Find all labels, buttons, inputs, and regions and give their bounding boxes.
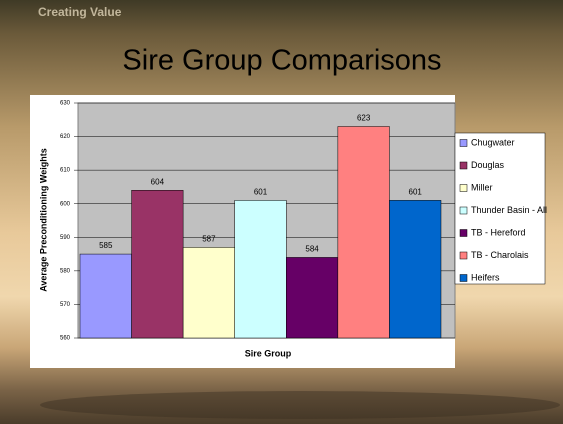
legend-label: Miller — [471, 182, 493, 192]
legend-label: TB - Charolais — [471, 250, 529, 260]
bar — [389, 200, 441, 338]
bar — [235, 200, 287, 338]
value-label: 584 — [305, 245, 319, 254]
y-tick-label: 610 — [60, 168, 71, 174]
x-axis-label: Sire Group — [245, 348, 292, 358]
herd-silhouette — [40, 391, 560, 419]
bar — [132, 190, 184, 338]
legend-swatch — [460, 162, 467, 169]
y-tick-label: 630 — [60, 101, 71, 107]
legend-label: Heifers — [471, 272, 500, 282]
value-label: 601 — [254, 187, 268, 196]
legend-swatch — [460, 275, 467, 282]
value-label: 604 — [151, 177, 165, 186]
legend-swatch — [460, 185, 467, 192]
bar — [338, 127, 390, 339]
legend-swatch — [460, 207, 467, 214]
y-axis-label: Average Preconditioning Weights — [38, 148, 48, 292]
value-label: 587 — [202, 234, 216, 243]
bar — [80, 254, 132, 338]
y-tick-label: 580 — [60, 268, 71, 274]
header: Creating Value — [38, 5, 122, 19]
legend-swatch — [460, 252, 467, 259]
legend-swatch — [460, 140, 467, 147]
legend-label: TB - Hereford — [471, 227, 526, 237]
y-tick-label: 570 — [60, 302, 71, 308]
slide: Creating Value Sire Group Comparisons Av… — [0, 0, 563, 424]
y-tick-label: 590 — [60, 235, 71, 241]
y-tick-label: 620 — [60, 134, 71, 140]
bar — [183, 247, 235, 338]
legend-label: Douglas — [471, 160, 505, 170]
chart-title: Sire Group Comparisons — [122, 45, 441, 77]
legend-label: Chugwater — [471, 137, 515, 147]
value-label: 585 — [99, 241, 113, 250]
y-tick-label: 600 — [60, 201, 71, 207]
value-label: 623 — [357, 114, 371, 123]
legend-label: Thunder Basin - All — [471, 205, 547, 215]
bar — [286, 257, 338, 338]
legend-swatch — [460, 230, 467, 237]
value-label: 601 — [409, 187, 423, 196]
y-tick-label: 560 — [60, 336, 71, 342]
chart: Creating Value Sire Group Comparisons Av… — [0, 0, 563, 424]
